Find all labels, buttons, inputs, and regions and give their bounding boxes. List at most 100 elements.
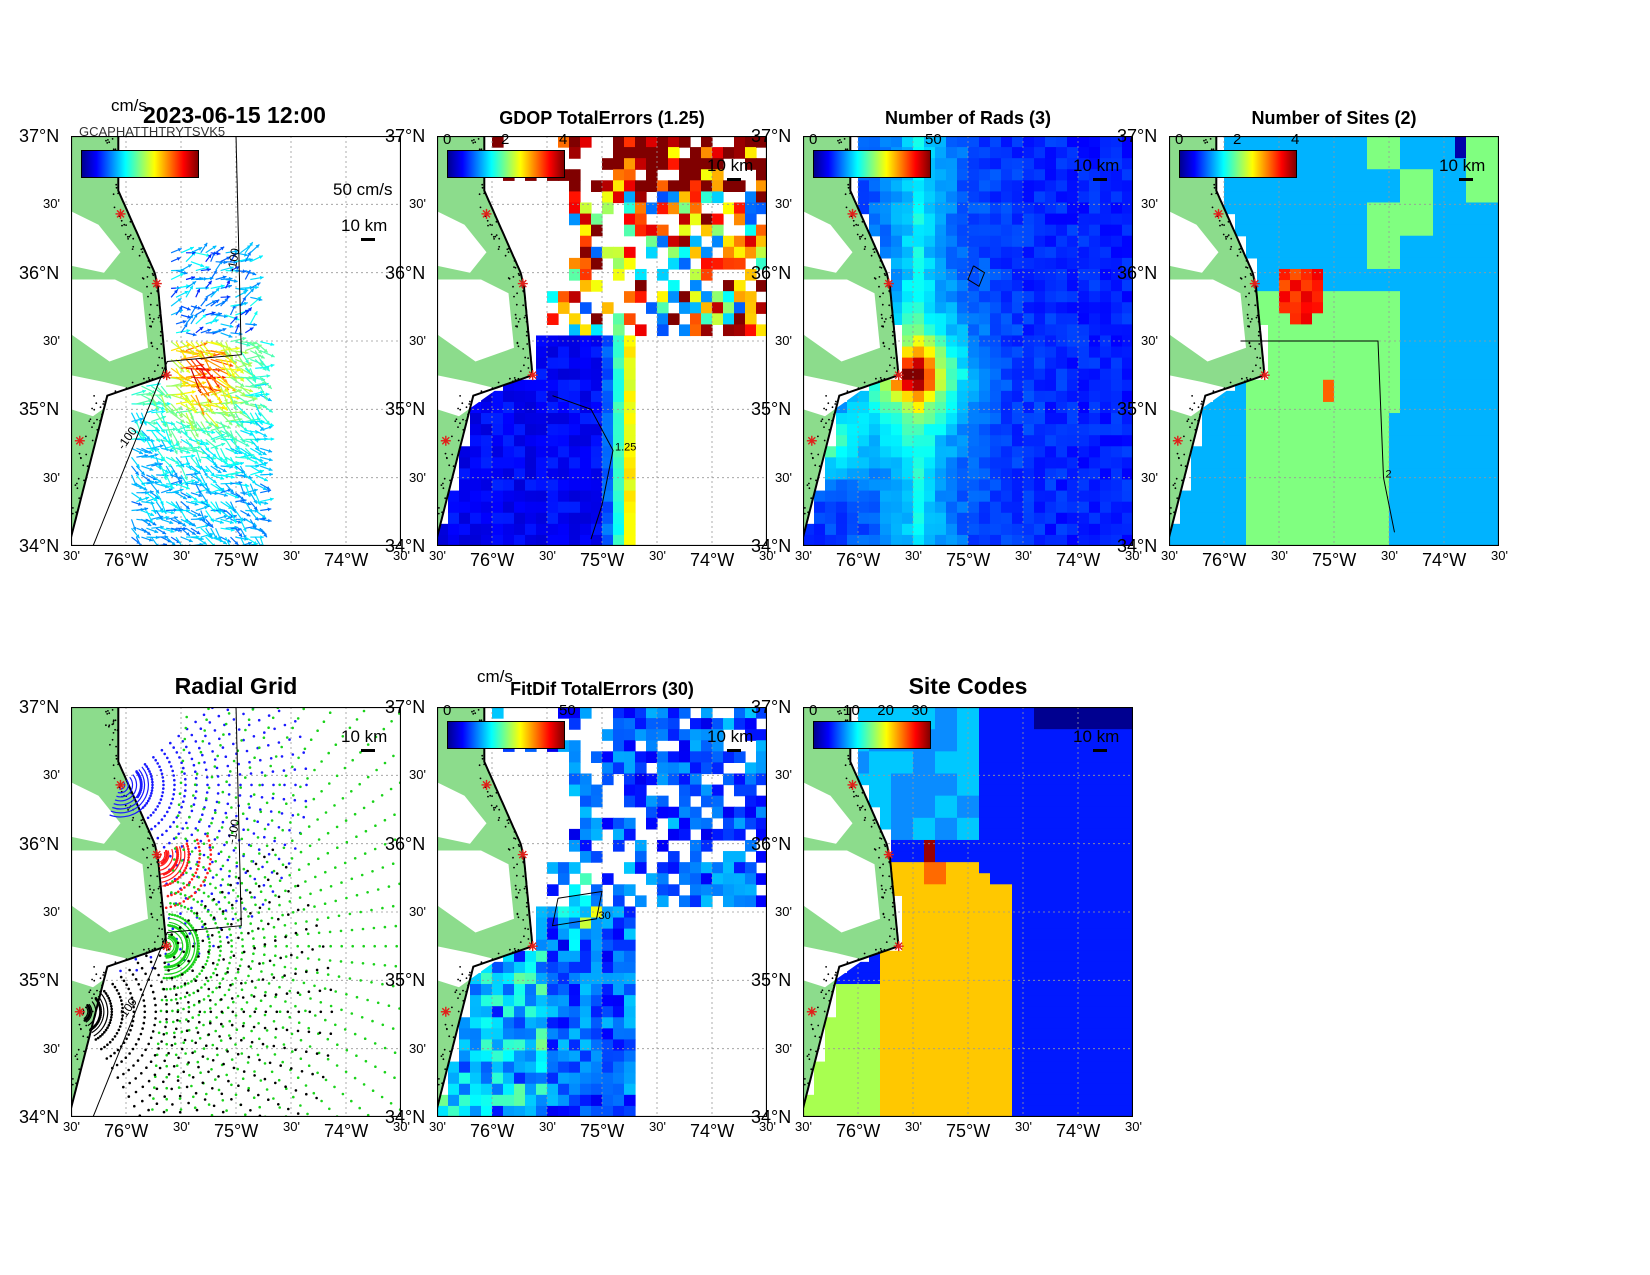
grid-cell	[891, 501, 903, 514]
shore-dot	[160, 901, 162, 904]
vector-arrowhead	[182, 522, 187, 527]
grid-cell	[1488, 180, 1499, 192]
grid-cell	[1290, 379, 1302, 392]
shore-dot	[486, 219, 489, 222]
grid-cell	[756, 257, 767, 270]
vector-arrowhead	[253, 322, 257, 327]
grid-cell	[1257, 390, 1269, 403]
radial-grid-point	[263, 835, 266, 839]
grid-cell	[1056, 147, 1068, 159]
vector-arrowhead	[187, 465, 192, 470]
shore-dot	[150, 896, 152, 899]
grid-cell	[1367, 291, 1379, 303]
radial-grid-point	[219, 884, 223, 887]
grid-cell	[701, 324, 713, 337]
grid-cell	[1089, 512, 1101, 525]
shore-dot	[1249, 320, 1252, 323]
shore-dot	[880, 266, 883, 269]
grid-cell	[1345, 368, 1357, 381]
grid-cell	[558, 490, 570, 503]
grid-cell	[1290, 191, 1302, 204]
shore-dot	[1258, 330, 1260, 333]
grid-cell	[1466, 257, 1478, 270]
grid-cell	[1356, 379, 1368, 392]
grid-cell	[580, 346, 592, 359]
vector-arrowhead	[178, 407, 183, 411]
grid-cell	[1067, 523, 1079, 536]
radial-grid-point	[159, 798, 163, 801]
grid-cell	[902, 191, 914, 204]
grid-cell	[1213, 501, 1225, 514]
grid-cell	[1345, 291, 1357, 303]
land-mask	[71, 707, 168, 1117]
grid-cell	[1111, 435, 1123, 447]
shore-dot	[151, 345, 154, 348]
shore-dot	[831, 419, 833, 422]
grid-cell	[1444, 246, 1456, 259]
grid-cell	[1045, 280, 1057, 292]
grid-cell	[1444, 235, 1456, 248]
vector-arrowhead	[214, 445, 219, 450]
grid-cell	[1257, 501, 1269, 514]
grid-cell	[1301, 268, 1313, 281]
grid-cell	[613, 346, 625, 359]
grid-cell	[946, 291, 958, 303]
grid-cell	[1356, 413, 1368, 425]
radial-grid-point	[168, 841, 171, 845]
vector-arrowhead	[186, 532, 190, 536]
vector-arrowhead	[216, 384, 220, 389]
colorbar-tick-label: 2	[1233, 131, 1242, 148]
grid-cell	[1122, 468, 1133, 481]
grid-cell	[891, 235, 903, 248]
grid-cell	[1078, 313, 1090, 325]
grid-cell	[957, 435, 969, 447]
grid-cell	[979, 490, 991, 503]
grid-cell	[968, 457, 980, 470]
grid-cell	[1323, 158, 1335, 170]
grid-cell	[1235, 379, 1247, 392]
grid-cell	[723, 257, 735, 270]
vector-arrowhead	[146, 435, 151, 440]
shore-dot	[115, 757, 118, 760]
shore-dot	[517, 272, 520, 275]
grid-cell	[679, 302, 691, 314]
grid-cell	[569, 357, 581, 370]
vector-arrowhead	[163, 510, 167, 514]
grid-cell	[836, 401, 848, 414]
grid-cell	[946, 268, 958, 281]
grid-cell	[1001, 424, 1013, 436]
shore-dot	[131, 381, 134, 384]
grid-cell	[503, 435, 515, 447]
grid-cell	[1012, 136, 1024, 148]
shore-dot	[446, 457, 448, 460]
grid-cell	[1356, 346, 1368, 359]
grid-cell	[1389, 213, 1401, 226]
grid-cell	[646, 158, 658, 170]
vector-arrowhead	[253, 341, 257, 346]
grid-cell	[690, 246, 702, 259]
grid-cell	[679, 136, 691, 148]
grid-cell	[1323, 302, 1335, 314]
grid-cell	[1477, 424, 1489, 436]
vector-arrowhead	[170, 510, 175, 515]
grid-cell	[1012, 424, 1024, 436]
grid-cell	[1191, 479, 1203, 492]
vector-arrowhead	[243, 291, 248, 295]
grid-cell	[968, 268, 980, 281]
grid-cell	[1045, 523, 1057, 536]
grid-cell	[1345, 501, 1357, 514]
grid-cell	[1411, 368, 1423, 381]
scale-bar-label: 10 km	[1439, 156, 1486, 175]
grid-cell	[1323, 446, 1335, 458]
grid-cell	[1345, 224, 1357, 237]
grid-cell	[1012, 246, 1024, 259]
grid-cell	[591, 424, 603, 436]
grid-cell	[891, 446, 903, 458]
grid-cell	[1122, 446, 1133, 458]
grid-cell	[1400, 169, 1412, 181]
grid-cell	[1224, 479, 1236, 492]
grid-cell	[1367, 435, 1379, 447]
vector-arrowhead	[157, 479, 162, 483]
grid-cell	[1100, 213, 1112, 226]
grid-cell	[1411, 346, 1423, 359]
